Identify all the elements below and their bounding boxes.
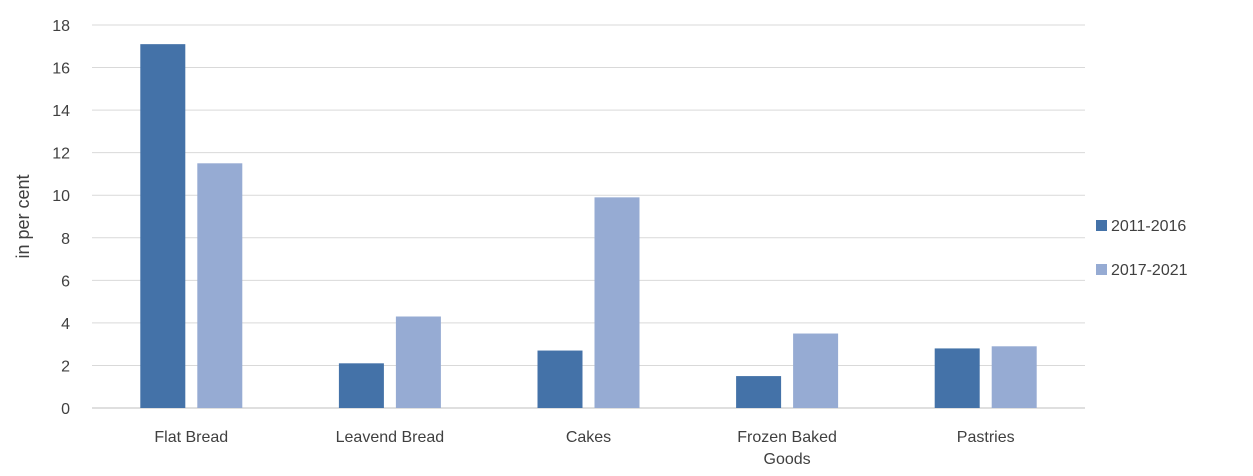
bar-2017-2021-pastries — [991, 346, 1037, 408]
bar-2011-2016-frozen-baked-goods — [736, 376, 782, 408]
x-category-label: Flat Bread — [154, 429, 228, 446]
y-tick-label: 10 — [52, 188, 70, 205]
legend-label: 2011-2016 — [1111, 218, 1186, 235]
y-axis-label: in per cent — [13, 174, 33, 258]
y-tick-label: 14 — [52, 103, 70, 120]
bar-2017-2021-cakes — [594, 197, 640, 408]
y-tick-label: 18 — [52, 18, 70, 35]
y-tick-label: 12 — [52, 146, 70, 163]
bar-2011-2016-leavend-bread — [338, 363, 384, 408]
legend-label: 2017-2021 — [1111, 262, 1188, 279]
y-tick-label: 2 — [61, 358, 70, 375]
legend-swatch — [1096, 264, 1107, 275]
bar-2011-2016-pastries — [934, 348, 980, 408]
x-category-label: Leavend Bread — [336, 429, 445, 446]
legend-swatch — [1096, 220, 1107, 231]
y-axis-ticks: 0 2 4 6 8 10 12 14 16 18 — [52, 18, 70, 418]
x-category-label: Cakes — [566, 429, 611, 446]
legend: 2011-2016 2017-2021 — [1096, 218, 1188, 279]
y-tick-label: 8 — [61, 231, 70, 248]
bar-2017-2021-frozen-baked-goods — [793, 333, 839, 408]
x-category-label: Frozen Baked Goods — [737, 429, 837, 468]
bar-2011-2016-cakes — [537, 350, 583, 408]
bar-2017-2021-flat-bread — [197, 163, 243, 408]
x-axis-categories: Flat Bread Leavend Bread Cakes Frozen Baked… — [154, 429, 1014, 468]
x-category-label: Pastries — [957, 429, 1015, 446]
bar-2011-2016-flat-bread — [140, 44, 186, 409]
gridlines — [92, 24, 1085, 409]
y-tick-label: 4 — [61, 316, 70, 333]
bars — [140, 44, 1037, 409]
y-tick-label: 6 — [61, 273, 70, 290]
bar-2017-2021-leavend-bread — [395, 316, 441, 408]
y-tick-label: 16 — [52, 61, 70, 78]
y-tick-label: 0 — [61, 401, 70, 418]
